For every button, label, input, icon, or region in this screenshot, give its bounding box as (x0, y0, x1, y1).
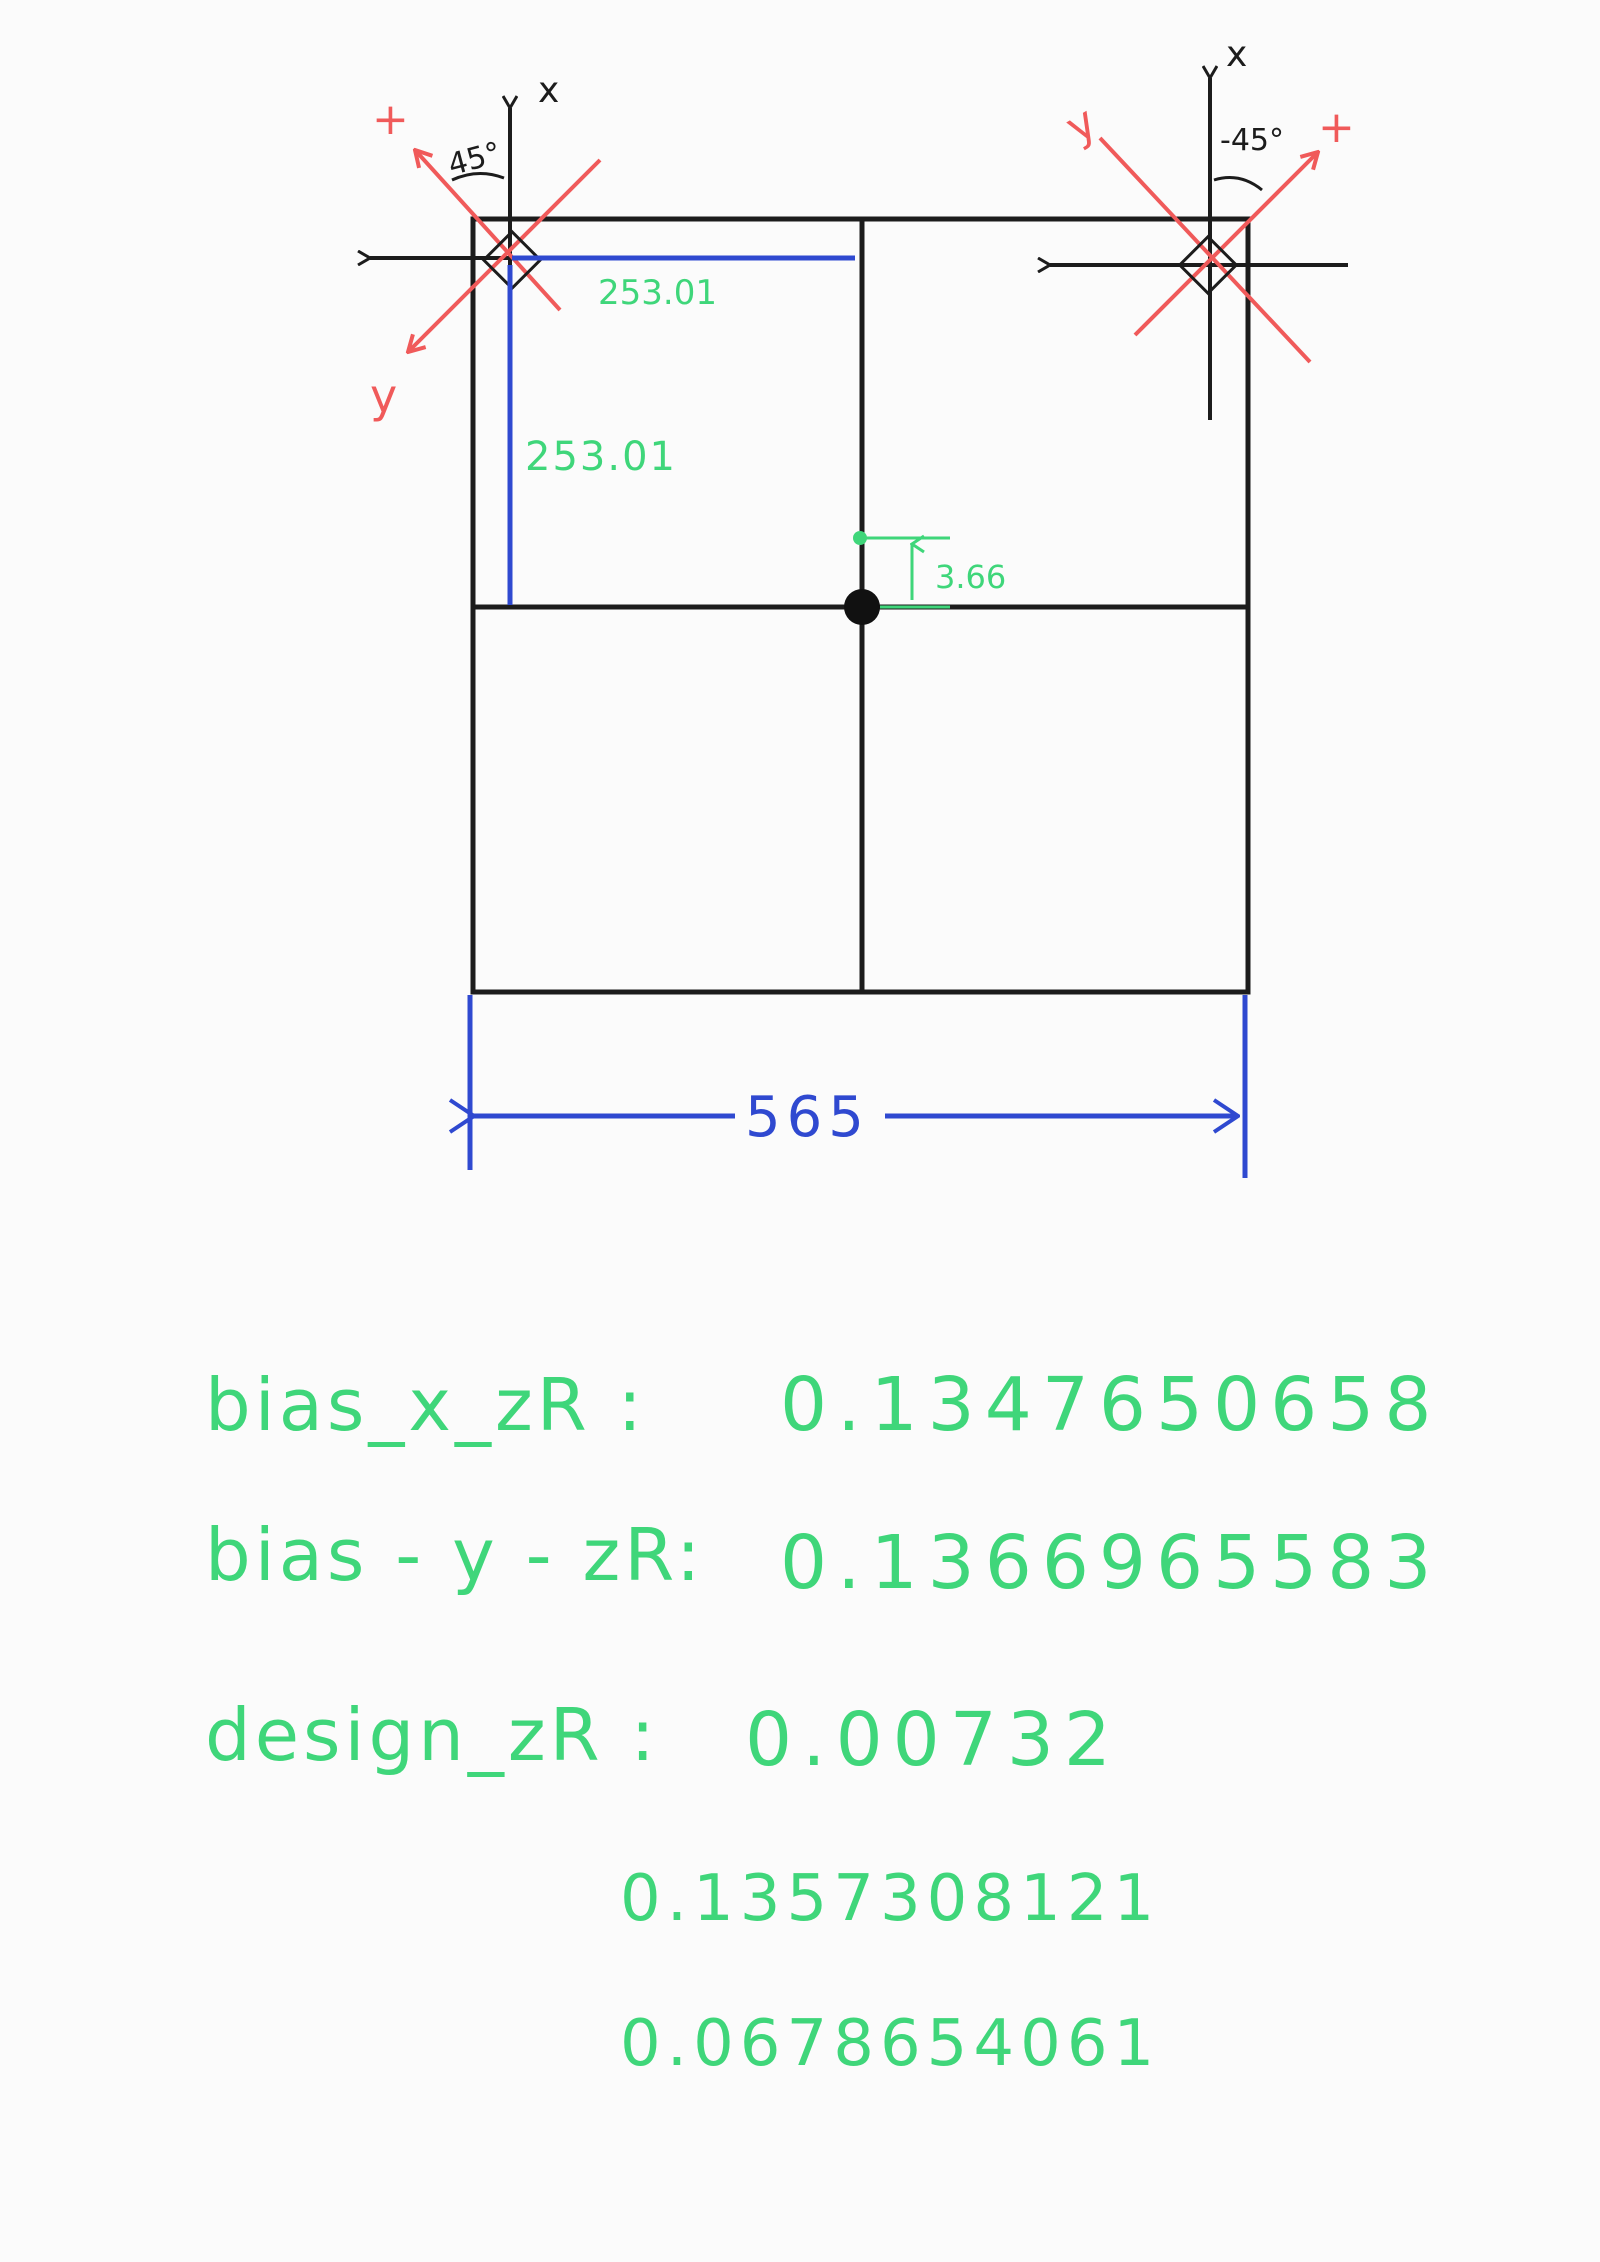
left-rotated-axis-plus (415, 150, 562, 312)
right-plus-label: + (1318, 102, 1355, 153)
right-corner-axes: x + y -45° (1050, 34, 1355, 420)
half-x-dimension-label: 253.01 (598, 273, 717, 313)
bias-x-value: 0.1347650658 (780, 1362, 1441, 1448)
left-angle-arc (451, 172, 505, 182)
design-value-1: 0.00732 (745, 1697, 1121, 1783)
notes-block: bias_x_zR : 0.1347650658 bias - y - zR: … (205, 1362, 1441, 2081)
left-plus-label: + (372, 94, 409, 145)
center-point (844, 589, 880, 625)
design-value-2: 0.1357308121 (620, 1862, 1160, 1936)
left-y-label: y (370, 369, 397, 423)
design-label: design_zR : (205, 1693, 659, 1777)
right-rotated-axis-plus (1133, 152, 1318, 337)
left-corner-axes: x + y 45° (370, 70, 620, 423)
design-value-3: 0.0678654061 (620, 2007, 1160, 2081)
right-rotated-axis-y (1098, 136, 1312, 364)
width-dimension-label: 565 (745, 1085, 870, 1150)
dimension-lines (470, 255, 1248, 1178)
right-right-angle-marker (1177, 234, 1239, 296)
bias-y-value: 0.1366965583 (780, 1520, 1441, 1606)
right-x-label: x (1226, 34, 1247, 75)
right-angle-label: -45° (1220, 123, 1284, 158)
bias-y-label: bias - y - zR: (205, 1513, 704, 1597)
left-right-angle-marker (481, 229, 543, 291)
bias-x-label: bias_x_zR : (205, 1363, 646, 1447)
half-y-dimension-label: 253.01 (525, 434, 677, 480)
right-y-label: y (1057, 96, 1105, 153)
center-offset-annotation (853, 531, 950, 609)
left-rotated-axis-y (408, 158, 602, 352)
left-x-label: x (538, 70, 559, 111)
right-angle-arc (1213, 176, 1263, 192)
center-offset-label: 3.66 (935, 558, 1006, 596)
